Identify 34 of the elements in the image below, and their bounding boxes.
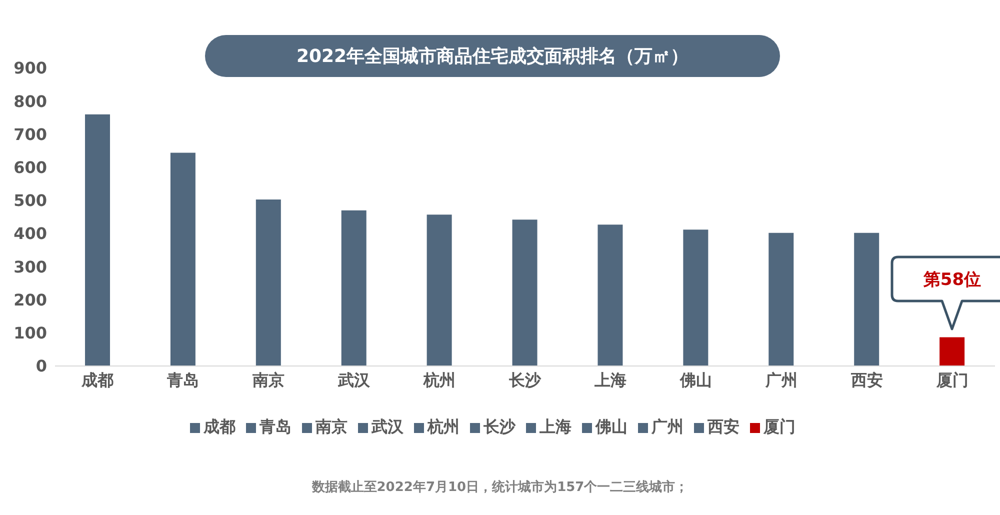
y-tick-label: 200: [14, 290, 47, 310]
legend-label: 上海: [540, 417, 572, 436]
x-tick-label: 南京: [252, 370, 285, 390]
text: 数据截止至2022年7月10日，统计城市为157个一二三线城市；: [310, 478, 690, 496]
y-tick-label: 400: [14, 224, 47, 244]
x-tick-label: 佛山: [678, 370, 712, 390]
x-tick-label: 长沙: [508, 370, 542, 390]
legend-label: 南京: [316, 417, 348, 436]
legend-label: 青岛: [260, 417, 292, 436]
x-tick-label: 成都: [80, 370, 114, 390]
legend-label: 杭州: [428, 417, 460, 436]
legend-label: 长沙: [484, 417, 516, 436]
y-tick-label: 100: [14, 324, 47, 343]
x-tick-label: 青岛: [166, 370, 200, 390]
x-tick-label: 厦门: [935, 370, 968, 390]
y-tick-label: 0: [36, 356, 47, 376]
y-tick-label: 800: [14, 92, 47, 111]
y-tick-label: 900: [14, 58, 47, 78]
y-tick-label: 600: [14, 158, 47, 178]
y-tick-label: 700: [14, 124, 47, 144]
x-tick-label: 武汉: [337, 370, 372, 390]
x-tick-label: 上海: [593, 370, 626, 390]
legend-label: 成都: [204, 417, 236, 436]
annotation: 第58位: [922, 268, 982, 292]
legend-label: 广州: [652, 417, 684, 436]
y-tick-label: 300: [14, 257, 47, 276]
legend-label: 厦门: [764, 417, 796, 436]
legend-label: 佛山: [596, 417, 628, 436]
y-tick-label: 500: [14, 191, 47, 210]
x-tick-label: 西安: [850, 370, 883, 390]
legend-label: 武汉: [372, 417, 404, 436]
legend-label: 西安: [708, 417, 740, 436]
x-tick-label: 杭州: [422, 370, 456, 390]
x-tick-label: 广州: [764, 370, 798, 390]
